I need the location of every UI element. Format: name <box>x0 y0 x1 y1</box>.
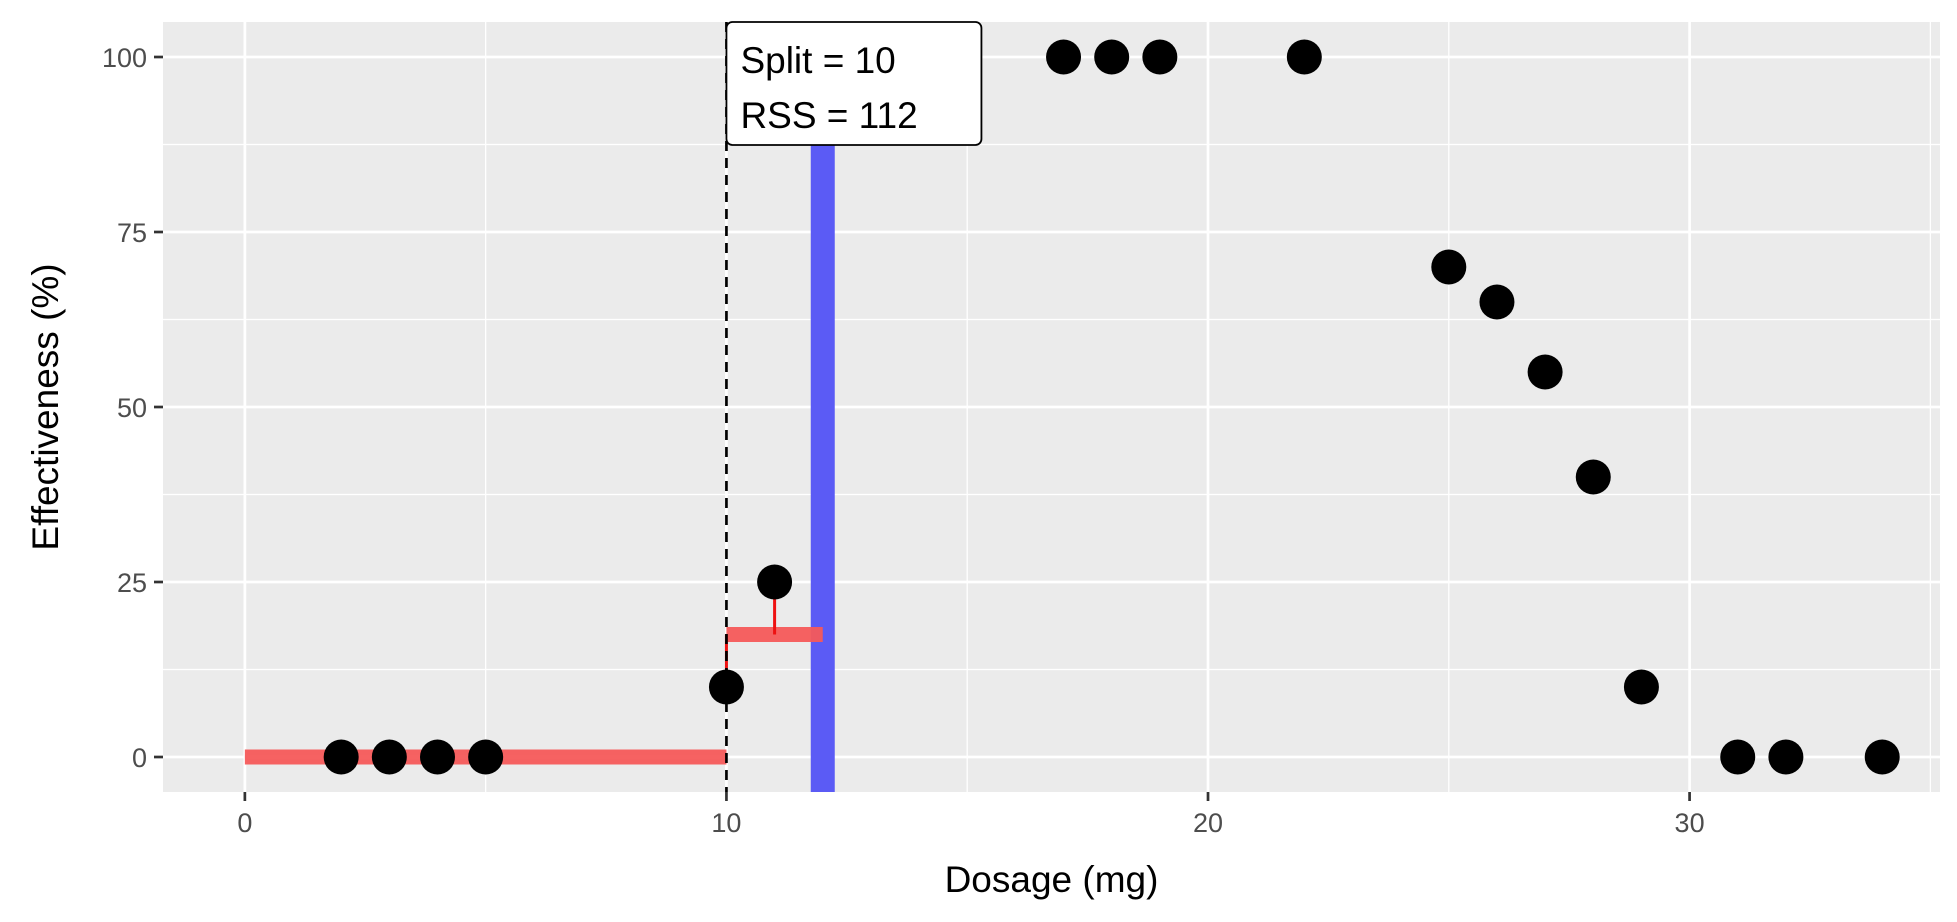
annotation-line: RSS = 112 <box>740 95 917 136</box>
data-point <box>1479 284 1515 320</box>
split-annotation: Split = 10 RSS = 112 <box>725 21 983 146</box>
highlight-band-layer <box>810 22 835 792</box>
data-point <box>1046 39 1082 75</box>
highlight-band <box>810 22 835 792</box>
x-tick-label: 0 <box>237 808 252 838</box>
data-point <box>1286 39 1322 75</box>
data-point <box>1720 739 1756 775</box>
y-tick-label: 100 <box>102 43 147 73</box>
data-point <box>1623 669 1659 705</box>
data-point <box>1768 739 1804 775</box>
data-point <box>1527 354 1563 390</box>
y-tick-label: 50 <box>117 393 147 423</box>
x-axis-ticks: 0 10 20 30 <box>237 792 1705 838</box>
data-point <box>708 669 744 705</box>
data-points <box>323 39 1900 775</box>
data-point <box>757 564 793 600</box>
y-tick-label: 75 <box>117 218 147 248</box>
data-point <box>1431 249 1467 285</box>
data-point <box>1575 459 1611 495</box>
annotation-line: Split = 10 <box>740 40 895 81</box>
data-point <box>1864 739 1900 775</box>
x-tick-label: 10 <box>711 808 741 838</box>
grid-lines <box>163 22 1940 792</box>
data-point <box>419 739 455 775</box>
data-point <box>323 739 359 775</box>
x-axis-title: Dosage (mg) <box>945 859 1159 900</box>
data-point <box>1094 39 1130 75</box>
y-tick-label: 25 <box>117 568 147 598</box>
data-point <box>468 739 504 775</box>
y-axis-title: Effectiveness (%) <box>25 263 66 550</box>
data-point <box>1142 39 1178 75</box>
y-axis-ticks: 0 25 50 75 100 <box>102 43 163 773</box>
x-tick-label: 30 <box>1675 808 1705 838</box>
data-point <box>371 739 407 775</box>
x-tick-label: 20 <box>1193 808 1223 838</box>
annotation-box <box>725 21 983 146</box>
y-tick-label: 0 <box>132 743 147 773</box>
